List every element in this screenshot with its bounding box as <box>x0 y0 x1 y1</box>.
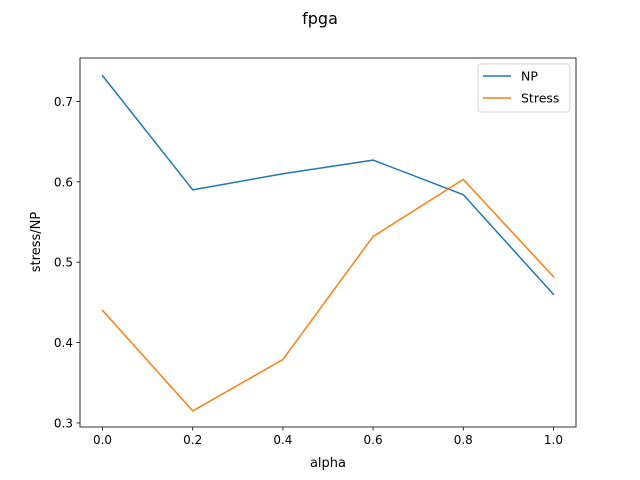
legend-label-stress: Stress <box>521 91 559 106</box>
x-tick-label: 0.2 <box>183 433 202 447</box>
y-tick-label: 0.3 <box>54 416 73 430</box>
chart-title: fpga <box>302 9 338 28</box>
x-axis-label: alpha <box>310 456 346 471</box>
y-tick-label: 0.5 <box>54 256 73 270</box>
y-tick-label: 0.7 <box>54 95 73 109</box>
y-tick-label: 0.4 <box>54 336 73 350</box>
series-line-np <box>101 74 555 296</box>
x-tick-label: 1.0 <box>544 433 563 447</box>
x-tick-label: 0.8 <box>454 433 473 447</box>
x-axis: 0.0 0.2 0.4 0.6 0.8 1.0 <box>93 427 563 447</box>
plot-area-frame <box>79 57 577 428</box>
series-layer <box>101 74 555 412</box>
y-axis-label: stress/NP <box>29 212 44 273</box>
x-tick-label: 0.4 <box>273 433 292 447</box>
series-line-stress <box>101 178 555 412</box>
x-tick-label: 0.6 <box>364 433 383 447</box>
x-tick-label: 0.0 <box>93 433 112 447</box>
y-tick-label: 0.6 <box>54 175 73 189</box>
legend-label-np: NP <box>521 69 538 84</box>
y-axis: 0.3 0.4 0.5 0.6 0.7 <box>54 95 80 430</box>
legend: NP Stress <box>477 63 571 113</box>
